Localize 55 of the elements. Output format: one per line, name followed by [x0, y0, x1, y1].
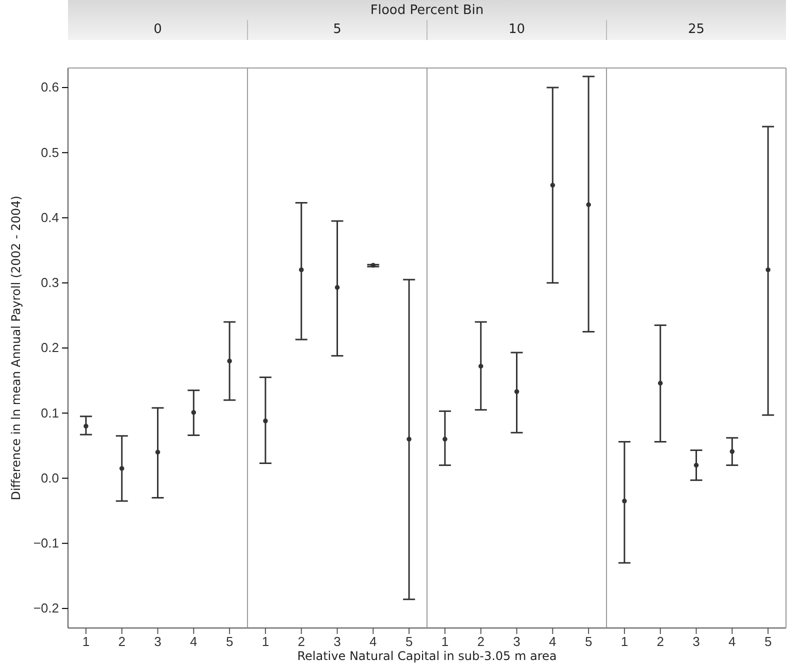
x-axis-title: Relative Natural Capital in sub-3.05 m area — [297, 649, 557, 663]
point — [586, 202, 591, 208]
x-tick-label: 3 — [154, 634, 162, 650]
point — [298, 267, 304, 272]
x-tick-label: 3 — [692, 634, 700, 650]
point — [119, 466, 124, 471]
point — [514, 389, 520, 394]
point — [550, 182, 556, 188]
point — [84, 424, 88, 429]
x-tick-label: 2 — [656, 634, 664, 650]
x-tick-label: 4 — [190, 634, 198, 650]
y-tick-label: 0.4 — [40, 210, 59, 225]
y-tick-label: 0.2 — [40, 340, 59, 356]
chart-title: 0 — [154, 22, 162, 37]
chart-title: 5 — [333, 22, 342, 37]
y-tick-label: −0.2 — [33, 600, 59, 616]
x-tick-label: 1 — [441, 634, 449, 650]
y-axis-title: Difference in ln mean Annual Payroll (2002 - 2004) — [9, 196, 23, 500]
x-tick-label: 3 — [334, 634, 341, 650]
x-tick-label: 5 — [584, 634, 592, 650]
x-tick-label: 5 — [764, 634, 772, 650]
y-tick-label: 0.1 — [40, 405, 59, 420]
point — [227, 358, 232, 364]
point — [442, 436, 448, 442]
point — [155, 450, 160, 455]
x-tick-label: 2 — [477, 634, 484, 650]
x-tick-label: 2 — [118, 634, 126, 650]
x-tick-label: 4 — [370, 634, 377, 650]
chart-title: 10 — [508, 22, 526, 37]
x-tick-label: 5 — [405, 634, 413, 650]
x-tick-label: 4 — [549, 634, 556, 650]
point — [694, 462, 699, 468]
point — [766, 267, 770, 272]
point — [658, 380, 663, 386]
point — [263, 418, 268, 424]
point — [622, 498, 627, 504]
point — [478, 364, 484, 369]
x-tick-label: 4 — [728, 634, 736, 650]
point — [406, 436, 412, 442]
y-tick-label: 0.6 — [40, 80, 59, 95]
x-tick-label: 1 — [82, 634, 90, 650]
point — [191, 410, 196, 415]
x-tick-label: 1 — [620, 634, 628, 650]
point — [730, 449, 735, 454]
chart-title: 25 — [688, 22, 705, 37]
point — [334, 285, 340, 290]
x-tick-label: 2 — [298, 634, 305, 650]
x-tick-label: 1 — [262, 634, 270, 650]
x-tick-label: 3 — [513, 634, 520, 650]
x-tick-label: 5 — [226, 634, 234, 650]
text: Flood Percent Bin — [370, 3, 484, 18]
y-tick-label: 0.0 — [40, 470, 59, 486]
y-tick-label: 0.3 — [40, 275, 59, 290]
y-tick-label: 0.5 — [40, 144, 59, 160]
y-tick-label: −0.1 — [33, 536, 59, 551]
